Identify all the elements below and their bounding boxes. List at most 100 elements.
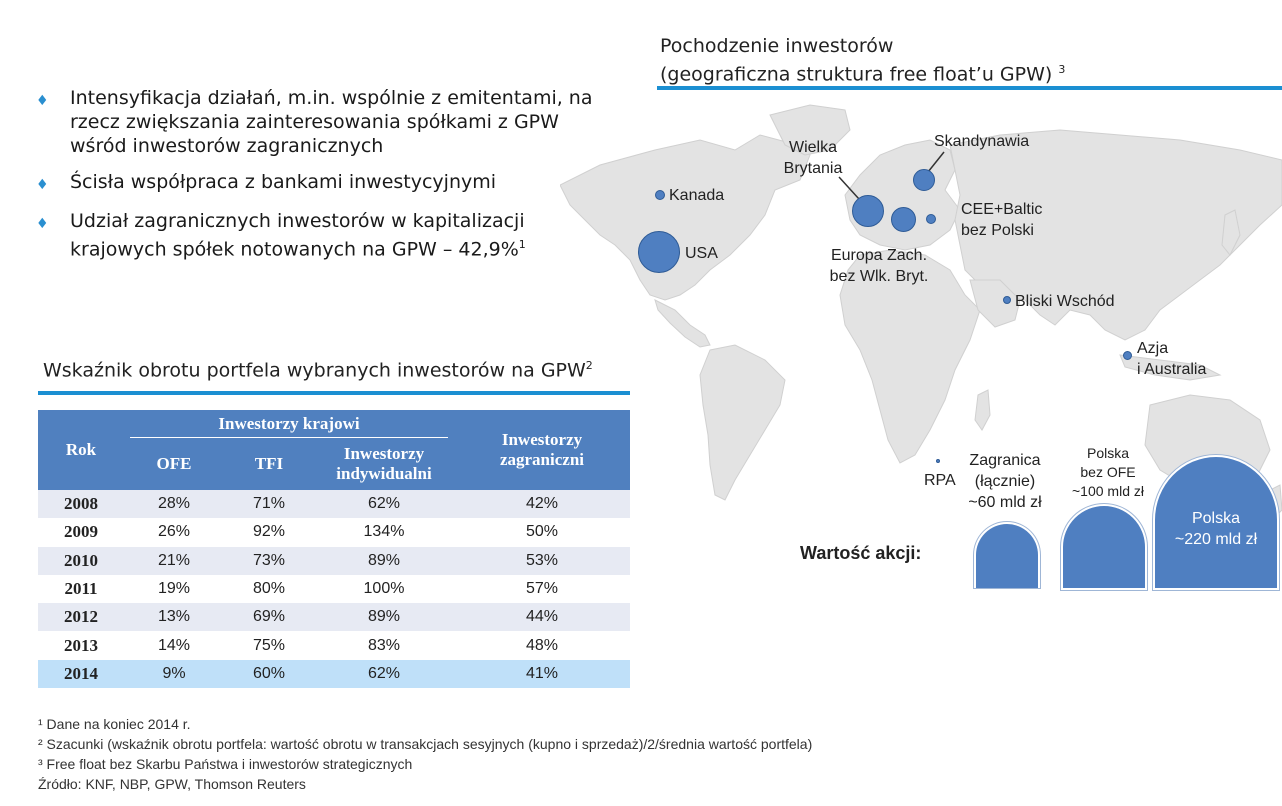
table-row: 2013 14% 75% 83% 48% xyxy=(38,631,630,660)
table-row: 2012 13% 69% 89% 44% xyxy=(38,603,630,632)
bullet-text: Intensyfikacja działań, m.in. wspólnie z… xyxy=(70,87,593,157)
zagranica-label-group: Zagranica (łącznie) ~60 mld zł xyxy=(955,450,1055,513)
bliski-wschod-label: Bliski Wschód xyxy=(1015,293,1115,310)
cell-ind: 83% xyxy=(314,631,454,660)
polska-bez-ofe-label: ~100 mld zł xyxy=(1072,483,1144,499)
zagranica-circle xyxy=(974,522,1040,588)
cell-ind: 89% xyxy=(314,603,454,632)
map-south-america xyxy=(699,344,786,501)
diamond-bullet-icon: ♦ xyxy=(36,177,49,193)
diamond-bullet-icon: ♦ xyxy=(36,216,49,232)
footnote-ref: 2 xyxy=(585,359,593,372)
cell-zag: 53% xyxy=(454,546,630,575)
zagranica-label: Zagranica xyxy=(969,452,1041,469)
wielka-brytania-label: Wielka xyxy=(788,139,837,156)
map-title-line2: (geograficzna struktura free float’u GPW… xyxy=(660,63,1053,86)
cell-ind: 62% xyxy=(314,490,454,519)
table-row: 2009 26% 92% 134% 50% xyxy=(38,518,630,547)
polska-label: Polska xyxy=(1191,510,1241,527)
table-row-highlighted: 2014 9% 60% 62% 41% xyxy=(38,659,630,689)
cell-tfi: 92% xyxy=(224,518,314,547)
map-japan xyxy=(1221,209,1241,256)
skandynawia-bubble xyxy=(913,169,935,191)
rpa-label: RPA xyxy=(924,472,956,489)
value-title: Wartość akcji: xyxy=(800,543,922,563)
col-header-tfi: TFI xyxy=(224,438,314,490)
cee-label: bez Polski xyxy=(961,222,1034,239)
footnote: ² Szacunki (wskaźnik obrotu portfela: wa… xyxy=(38,736,813,752)
cell-ind: 89% xyxy=(314,546,454,575)
table-row: 2011 19% 80% 100% 57% xyxy=(38,574,630,604)
cell-zag: 48% xyxy=(454,631,630,660)
cell-year: 2011 xyxy=(38,574,124,604)
wielka-brytania-label-group: Wielka Brytania xyxy=(778,137,848,179)
table-title: Wskaźnik obrotu portfela wybranych inwes… xyxy=(43,359,593,381)
map-title: Pochodzenie inwestorów (geograficzna str… xyxy=(660,34,1065,86)
map-africa xyxy=(839,249,981,464)
cell-zag: 44% xyxy=(454,603,630,632)
table-title-rule xyxy=(38,391,630,395)
table-row: 2008 28% 71% 62% 42% xyxy=(38,490,630,519)
cell-year: 2008 xyxy=(38,490,124,519)
skandynawia-leader-line xyxy=(927,151,945,173)
col-header-zagraniczni-line: zagraniczni xyxy=(499,450,585,469)
bullet-text: Ścisła współpraca z bankami inwestycyjny… xyxy=(70,171,497,193)
polska-bez-ofe-label: bez OFE xyxy=(1080,464,1136,480)
col-header-zagraniczni-line: Inwestorzy xyxy=(501,430,583,449)
cell-zag: 42% xyxy=(454,490,630,519)
cell-year: 2010 xyxy=(38,546,124,575)
kanada-label: Kanada xyxy=(669,187,725,204)
map-greenland xyxy=(769,104,851,156)
cell-ind: 134% xyxy=(314,518,454,547)
map-indonesia xyxy=(1119,354,1222,381)
map-north-america xyxy=(560,134,811,301)
cell-tfi: 80% xyxy=(224,574,314,604)
cell-ofe: 26% xyxy=(124,518,224,547)
col-header-krajowi: Inwestorzy krajowi xyxy=(130,414,448,438)
map-title-line2-group: (geograficzna struktura free float’u GPW… xyxy=(660,58,1065,86)
footnotes: ¹ Dane na koniec 2014 r. ² Szacunki (wsk… xyxy=(38,714,812,794)
cell-year: 2014 xyxy=(38,659,124,689)
cell-ind: 100% xyxy=(314,574,454,604)
bullet-item: ♦ Ścisła współpraca z bankami inwestycyj… xyxy=(36,170,596,197)
cell-tfi: 69% xyxy=(224,603,314,632)
cee-label-group: CEE+Baltic bez Polski xyxy=(961,199,1042,241)
wielka-brytania-leader-line xyxy=(838,176,860,200)
cell-zag: 57% xyxy=(454,574,630,604)
cell-ofe: 28% xyxy=(124,490,224,519)
cell-ind: 62% xyxy=(314,659,454,689)
europa-zach-label: Europa Zach. xyxy=(830,247,928,264)
table-title-text: Wskaźnik obrotu portfela wybranych inwes… xyxy=(43,359,586,382)
cee-bubble xyxy=(926,214,936,224)
bullet-list: ♦ Intensyfikacja działań, m.in. wspólnie… xyxy=(36,86,596,273)
wielka-brytania-label: Brytania xyxy=(783,160,843,177)
cell-ofe: 19% xyxy=(124,574,224,604)
cell-year: 2012 xyxy=(38,603,124,632)
cell-ofe: 9% xyxy=(124,659,224,689)
polska-circle xyxy=(1153,455,1279,590)
azja-label: Azja xyxy=(1137,340,1169,357)
map-title-line1: Pochodzenie inwestorów xyxy=(660,35,894,57)
bullet-text-group: Udział zagranicznych inwestorów w kapita… xyxy=(70,209,596,261)
source-note: Źródło: KNF, NBP, GPW, Thomson Reuters xyxy=(38,776,306,792)
cell-ofe: 21% xyxy=(124,546,224,575)
col-header-krajowi-group: Inwestorzy krajowi xyxy=(124,410,454,438)
polska-label-group: Polska ~220 mld zł xyxy=(1153,508,1279,550)
map-arabia xyxy=(969,279,1021,328)
europa-zach-label-group: Europa Zach. bez Wlk. Bryt. xyxy=(822,245,936,287)
polska-bez-ofe-label-group: Polska bez OFE ~100 mld zł xyxy=(1058,444,1158,501)
azja-label-group: Azja i Australia xyxy=(1137,338,1206,380)
skandynawia-label: Skandynawia xyxy=(934,133,1030,150)
col-header-indywidualni-line: Inwestorzy xyxy=(343,444,425,463)
europa-zach-label: bez Wlk. Bryt. xyxy=(829,268,929,285)
azja-bubble xyxy=(1123,351,1132,360)
map-title-rule xyxy=(657,86,1282,90)
bullet-text: Udział zagranicznych inwestorów w kapita… xyxy=(70,210,525,261)
table-row: 2010 21% 73% 89% 53% xyxy=(38,546,630,575)
cell-ofe: 13% xyxy=(124,603,224,632)
col-header-zagraniczni: Inwestorzy zagraniczni xyxy=(454,410,630,490)
map-madagascar xyxy=(974,389,991,431)
map-asia xyxy=(949,129,1282,341)
kanada-bubble xyxy=(655,190,665,200)
polska-bez-ofe-label: Polska xyxy=(1086,445,1130,461)
